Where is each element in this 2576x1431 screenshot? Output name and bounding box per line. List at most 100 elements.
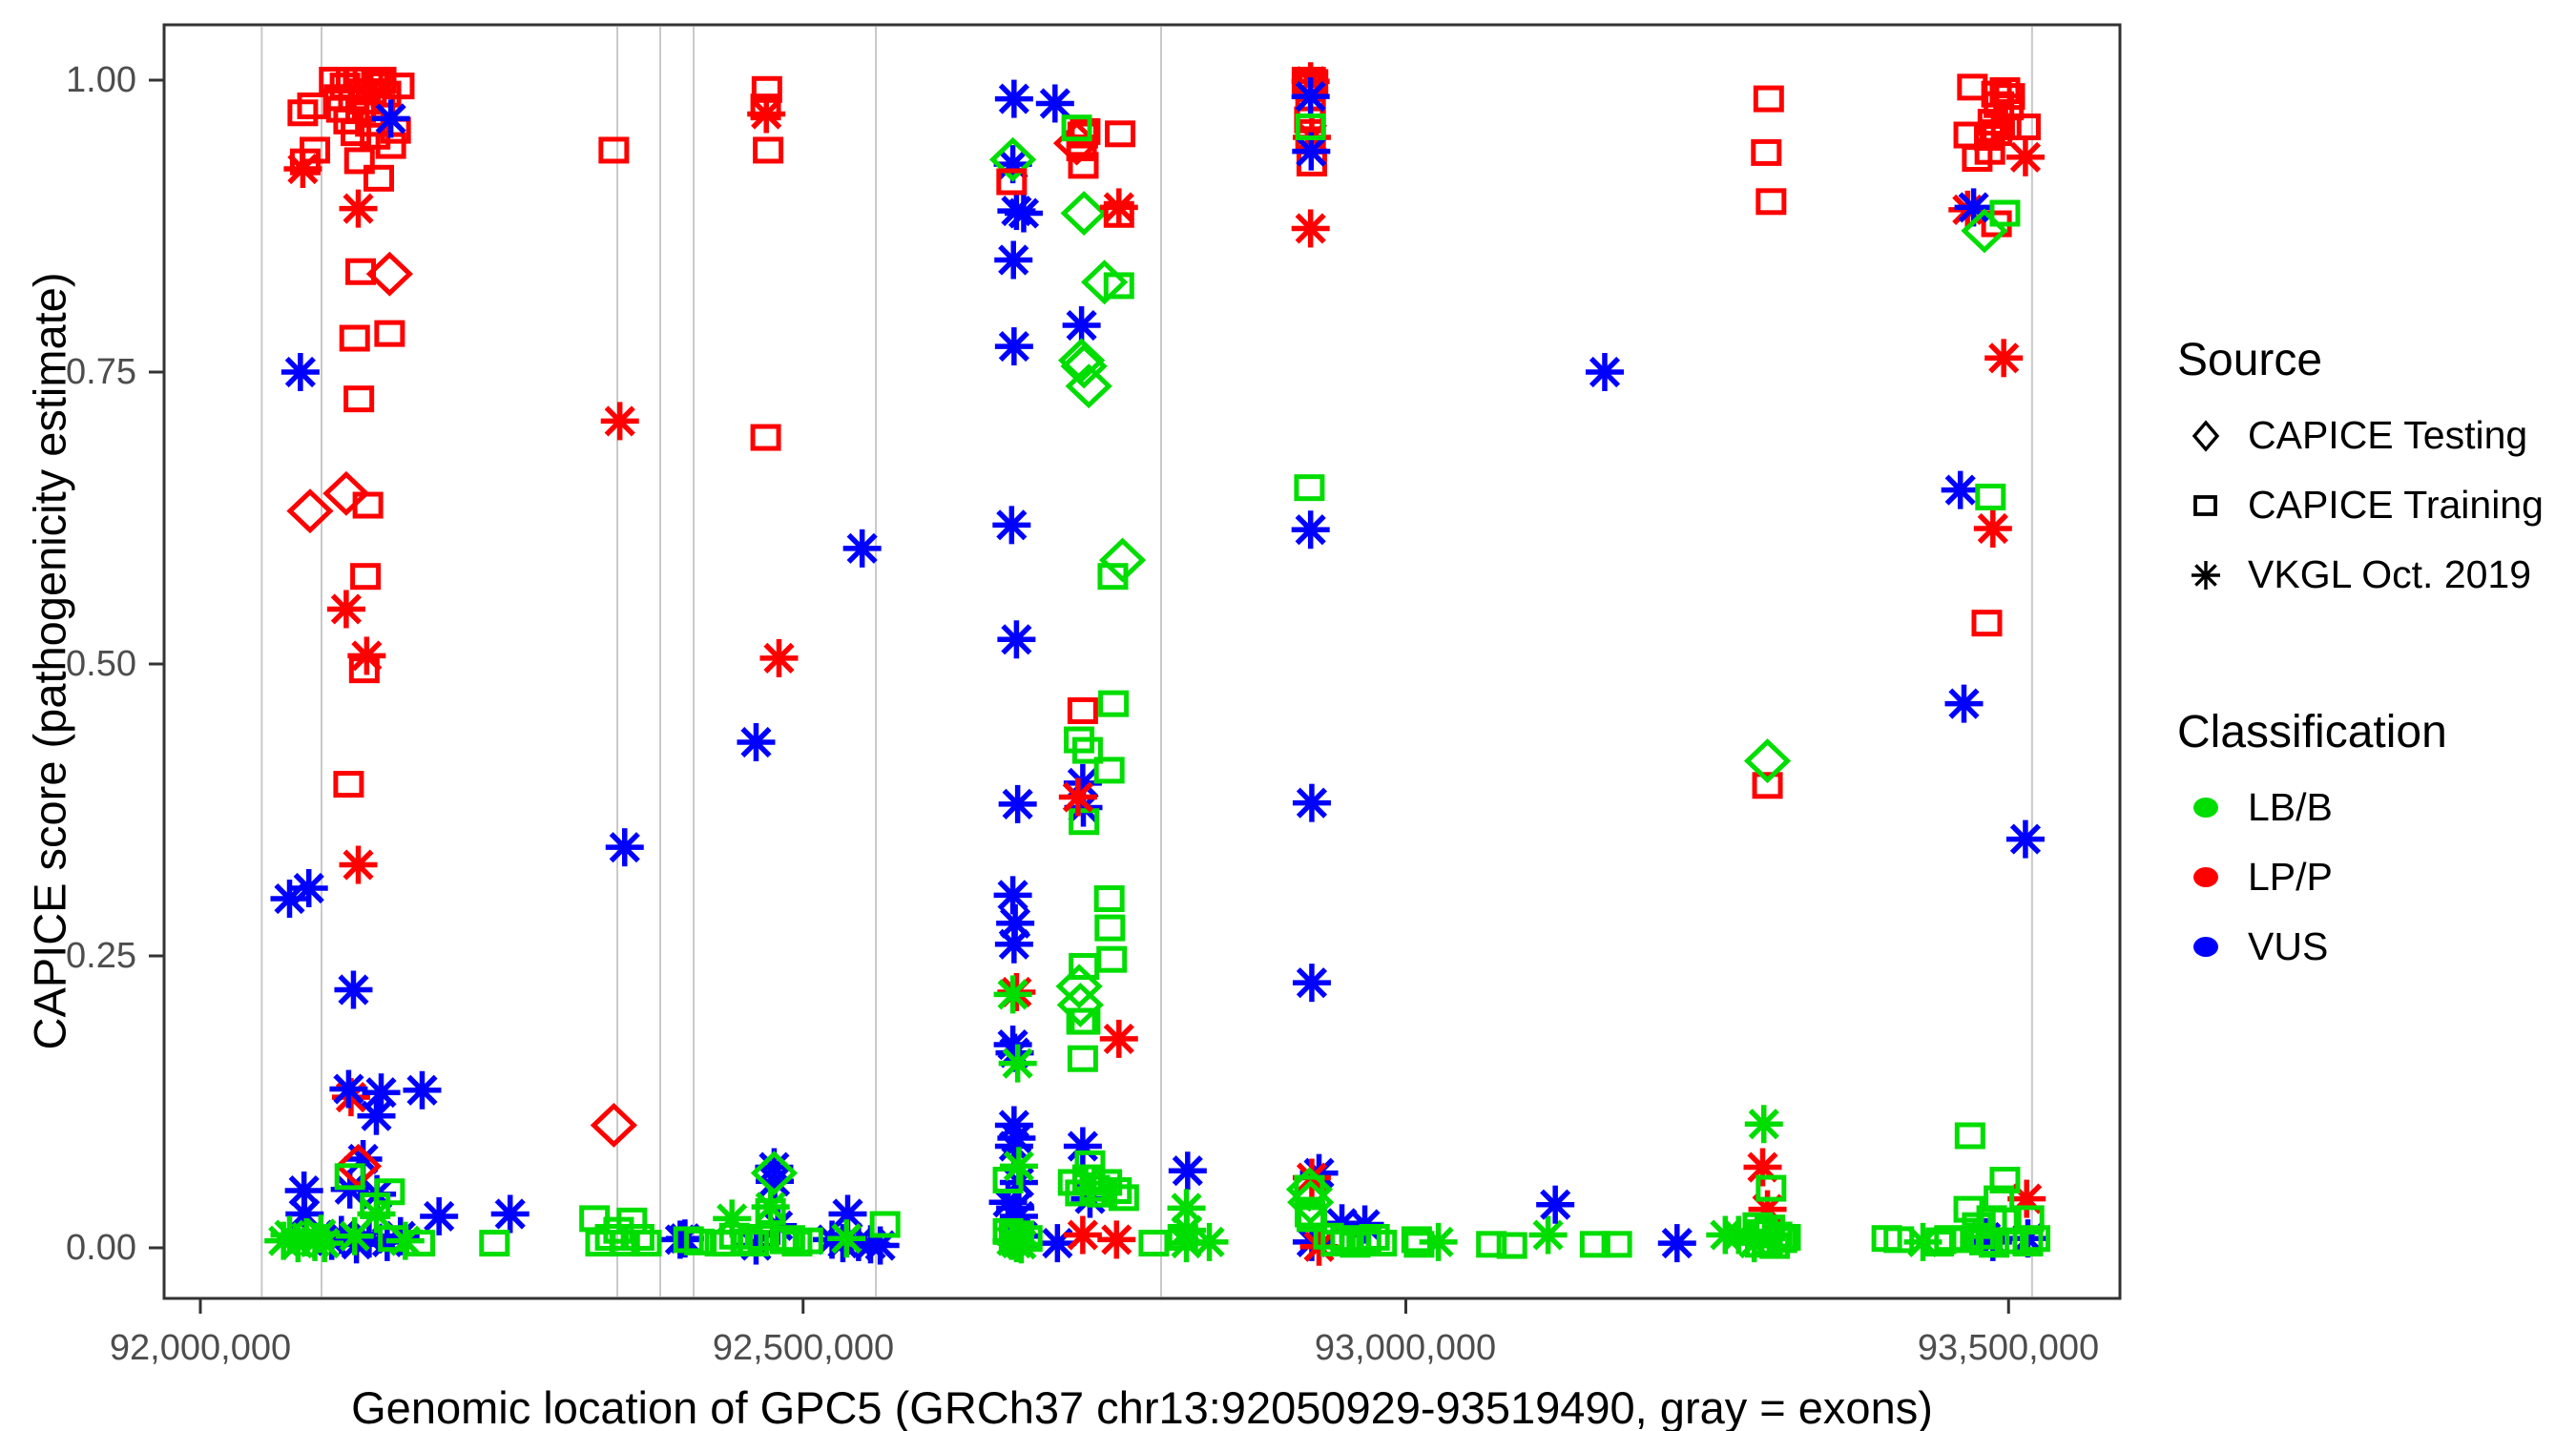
x-axis-title: Genomic location of GPC5 (GRCh37 chr13:9…	[351, 1382, 1933, 1431]
point-diamond	[1287, 1179, 1335, 1225]
point-square	[1989, 77, 2021, 105]
point-asterisk	[1167, 1224, 1206, 1263]
point-asterisk	[1744, 1105, 1783, 1144]
legend-spacer	[2177, 622, 2559, 706]
point-square	[1982, 119, 2013, 147]
point-asterisk	[334, 970, 373, 1009]
y-tick-0.50: 0.50	[66, 644, 136, 684]
point-asterisk	[283, 150, 322, 189]
point-square	[1320, 1230, 1352, 1257]
y-tick-1.00: 1.00	[66, 60, 136, 100]
legend-item-label: LP/P	[2248, 855, 2333, 899]
y-axis-title: CAPICE score (pathogenicity estimate)	[24, 272, 75, 1050]
point-asterisk	[1973, 509, 2012, 549]
point-square	[350, 563, 382, 591]
legend-item-label: CAPICE Testing	[2248, 413, 2528, 457]
point-asterisk	[1984, 339, 2024, 378]
point-square	[333, 771, 364, 798]
point-square	[1011, 1225, 1043, 1253]
point-square	[1752, 772, 1783, 799]
point-square	[2020, 1225, 2051, 1253]
point-square	[1108, 1184, 1139, 1212]
point-square	[631, 1230, 662, 1257]
point-asterisk	[827, 1219, 866, 1258]
point-square	[1755, 188, 1787, 216]
legend-item-label: VUS	[2248, 924, 2329, 968]
point-square	[1770, 1223, 1801, 1251]
point-diamond	[590, 1103, 638, 1148]
point-square	[1359, 1223, 1390, 1251]
point-asterisk	[998, 1044, 1037, 1083]
asterisk-icon	[2177, 556, 2234, 594]
point-asterisk	[1035, 84, 1074, 123]
point-asterisk	[1058, 778, 1097, 817]
point-square	[1093, 757, 1125, 784]
green-dot-icon	[2177, 798, 2234, 818]
point-asterisk	[326, 590, 365, 629]
point-square	[1294, 474, 1325, 502]
point-diamond	[988, 136, 1037, 182]
point-diamond	[1065, 363, 1112, 409]
point-diamond	[1060, 343, 1108, 389]
legend-item-vkgl: VKGL Oct. 2019	[2177, 552, 2559, 597]
point-asterisk	[759, 638, 799, 677]
legend-classification-title: Classification	[2177, 707, 2447, 757]
point-square	[365, 67, 397, 93]
point-square	[1974, 137, 2005, 165]
point-diamond	[750, 1151, 799, 1196]
point-asterisk	[403, 1070, 442, 1110]
point-diamond	[322, 470, 370, 516]
point-square	[753, 136, 784, 164]
point-diamond	[1961, 208, 2008, 254]
y-tick-0.75: 0.75	[66, 352, 136, 392]
point-square	[1350, 1227, 1381, 1255]
point-square	[339, 324, 370, 352]
point-asterisk	[371, 99, 410, 138]
x-tick-93500000: 93,500,000	[1917, 1328, 2100, 1368]
legend-item-label: CAPICE Training	[2248, 483, 2544, 527]
point-square	[1074, 1150, 1106, 1177]
point-square	[1579, 1231, 1610, 1258]
point-square	[1753, 85, 1784, 113]
point-square	[1968, 1228, 2000, 1255]
point-square	[343, 147, 375, 175]
point-diamond	[365, 251, 413, 297]
point-asterisk	[289, 869, 328, 908]
x-tick-92000000: 92,000,000	[109, 1328, 292, 1368]
square-icon	[2177, 487, 2234, 525]
point-asterisk	[1063, 1127, 1102, 1166]
point-asterisk	[1168, 1151, 1207, 1191]
y-tick-0.00: 0.00	[66, 1228, 136, 1268]
point-asterisk	[490, 1194, 530, 1234]
point-asterisk	[600, 402, 639, 441]
point-asterisk	[994, 240, 1033, 280]
point-diamond	[1056, 982, 1104, 1027]
point-asterisk	[284, 1172, 323, 1211]
point-asterisk	[747, 94, 786, 134]
point-diamond	[286, 488, 334, 534]
point-square	[1601, 1231, 1632, 1258]
point-diamond	[1060, 191, 1108, 236]
point-asterisk	[999, 1147, 1038, 1186]
point-square	[1989, 199, 2021, 227]
point-square	[1989, 1167, 2021, 1194]
point-square	[1103, 272, 1134, 300]
point-square	[1071, 736, 1103, 764]
point-square	[363, 164, 394, 192]
point-asterisk	[1585, 353, 1624, 391]
legend-item-vus: VUS	[2177, 924, 2559, 969]
point-square	[2009, 113, 2041, 140]
point-diamond	[1057, 338, 1106, 384]
point-asterisk	[1062, 306, 1101, 345]
point-square	[1295, 113, 1326, 140]
point-asterisk	[1004, 194, 1043, 233]
legend-item-capice-training: CAPICE Training	[2177, 483, 2559, 528]
point-asterisk	[1002, 1225, 1041, 1264]
point-square	[334, 1163, 365, 1191]
point-square	[598, 136, 630, 164]
point-square	[1069, 953, 1100, 981]
point-asterisk	[1528, 1215, 1568, 1255]
panel-border	[162, 23, 2122, 1300]
point-asterisk	[997, 620, 1036, 659]
